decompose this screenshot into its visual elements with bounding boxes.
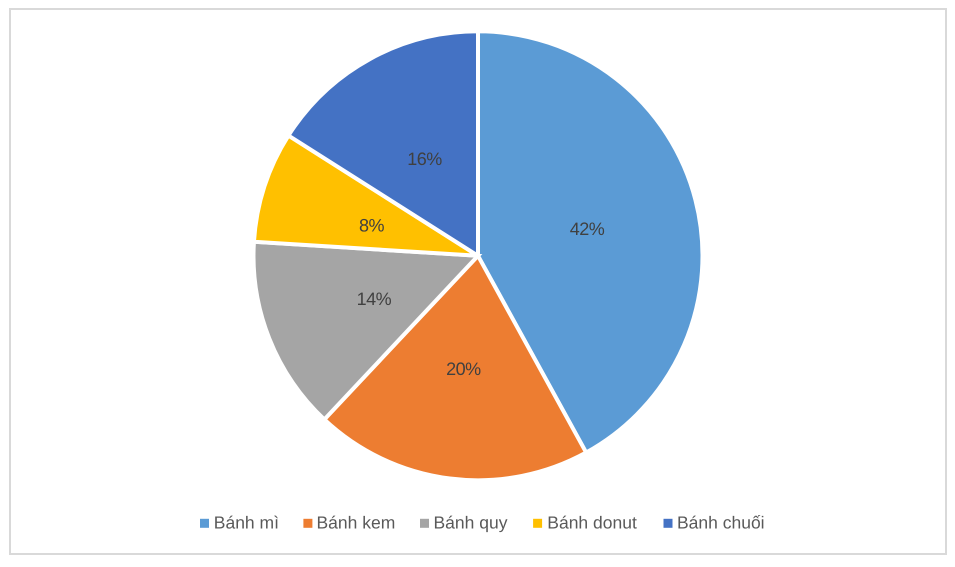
svg-text:14%: 14%: [357, 289, 392, 309]
svg-text:Bánh donut: Bánh donut: [547, 513, 637, 533]
svg-text:Bánh kem: Bánh kem: [317, 513, 396, 533]
svg-text:Bánh quy: Bánh quy: [434, 513, 508, 533]
svg-text:16%: 16%: [407, 149, 442, 169]
svg-text:20%: 20%: [446, 359, 481, 379]
svg-text:8%: 8%: [359, 215, 385, 235]
svg-text:42%: 42%: [570, 219, 605, 239]
svg-text:Bánh mì: Bánh mì: [214, 513, 279, 533]
svg-text:Bánh chuối: Bánh chuối: [677, 513, 765, 533]
